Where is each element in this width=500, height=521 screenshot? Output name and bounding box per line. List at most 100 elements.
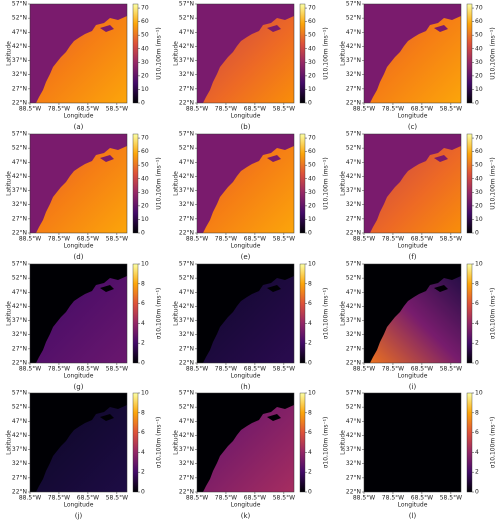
panel: 88.5°W 78.5°W 68.5°W 58.5°W 22°N 27°N 32°N 37°N… [6, 1, 163, 132]
y-tick-label: 22°N [179, 230, 194, 237]
colorbar-tick-label: 30 [475, 59, 483, 66]
y-tick-label: 52°N [12, 15, 27, 22]
y-axis-label: Latitude [340, 41, 347, 66]
colorbar [466, 263, 473, 364]
y-tick-label: 52°N [346, 145, 361, 152]
x-tick-label: 58.5°W [106, 236, 128, 243]
y-tick-label: 22°N [12, 100, 27, 107]
y-tick-label: 52°N [12, 145, 27, 152]
panel: 88.5°W 78.5°W 68.5°W 58.5°W 22°N 27°N 32°N 37°N… [173, 261, 330, 392]
y-tick-label: 42°N [179, 432, 194, 439]
y-tick-label: 27°N [179, 215, 194, 222]
y-tick-label: 52°N [12, 275, 27, 282]
x-tick-label: 78.5°W [382, 236, 404, 243]
colorbar-tick-label: 30 [141, 59, 149, 66]
y-axis-label: Latitude [6, 41, 13, 66]
panel: 88.5°W 78.5°W 68.5°W 58.5°W 22°N 27°N 32°N 37°N… [340, 131, 497, 262]
panel-label: (k) [241, 512, 251, 520]
colorbar-tick-label: 70 [308, 5, 316, 12]
colorbar-tick-label: 10 [475, 390, 483, 397]
x-tick-label: 88.5°W [353, 495, 375, 502]
colorbar-tick-label: 0 [141, 230, 145, 237]
island [100, 155, 114, 162]
y-tick-label: 52°N [179, 15, 194, 22]
map-frame [196, 263, 295, 364]
colorbar-tick-label: 0 [475, 230, 479, 237]
island [100, 414, 114, 421]
colorbar-tick-label: 0 [475, 360, 479, 367]
colorbar [299, 3, 306, 104]
island [267, 414, 281, 421]
y-tick-label: 32°N [12, 201, 27, 208]
y-tick-label: 52°N [346, 15, 361, 22]
x-tick-label: 68.5°W [411, 106, 433, 113]
y-axis-label: Latitude [6, 171, 13, 196]
y-axis-label: Latitude [340, 171, 347, 196]
colorbar-tick-label: 8 [141, 409, 145, 416]
y-tick-label: 42°N [346, 43, 361, 50]
y-tick-label: 22°N [346, 489, 361, 496]
colorbar-label: σ10,100m (ms⁻¹) [156, 417, 163, 469]
island [100, 285, 114, 292]
x-tick-label: 58.5°W [106, 495, 128, 502]
y-tick-label: 22°N [179, 360, 194, 367]
y-tick-label: 47°N [12, 29, 27, 36]
x-tick-label: 88.5°W [186, 106, 208, 113]
colorbar-label: σ10,100m (ms⁻¹) [323, 417, 330, 469]
y-tick-label: 47°N [12, 289, 27, 296]
colorbar-tick-label: 8 [141, 280, 145, 287]
y-tick-label: 47°N [179, 289, 194, 296]
y-tick-label: 22°N [179, 489, 194, 496]
island [434, 285, 448, 292]
y-tick-label: 37°N [346, 57, 361, 64]
colorbar-tick-label: 70 [141, 5, 149, 12]
x-tick-label: 58.5°W [440, 495, 462, 502]
y-tick-label: 22°N [346, 100, 361, 107]
x-tick-label: 78.5°W [215, 495, 237, 502]
y-axis-label: Latitude [6, 301, 13, 326]
y-tick-label: 57°N [12, 261, 27, 268]
land [364, 134, 461, 233]
x-tick-label: 88.5°W [353, 366, 375, 373]
colorbar-tick-label: 6 [475, 429, 479, 436]
colorbar-tick-label: 60 [475, 18, 483, 25]
y-tick-label: 27°N [346, 215, 361, 222]
colorbar-label: U10,100m (ms⁻¹) [156, 27, 163, 79]
colorbar-tick-label: 10 [141, 86, 149, 93]
y-tick-label: 27°N [179, 474, 194, 481]
y-tick-label: 47°N [346, 289, 361, 296]
colorbar-tick-label: 10 [475, 216, 483, 223]
panel: 88.5°W 78.5°W 68.5°W 58.5°W 22°N 27°N 32°N 37°N… [173, 1, 330, 132]
y-tick-label: 32°N [346, 331, 361, 338]
y-tick-label: 22°N [179, 100, 194, 107]
colorbar-tick-label: 50 [475, 162, 483, 169]
map-frame [363, 263, 462, 364]
y-tick-label: 47°N [12, 418, 27, 425]
x-axis-label: Longitude [64, 373, 94, 380]
y-tick-label: 37°N [12, 317, 27, 324]
panel: 88.5°W 78.5°W 68.5°W 58.5°W 22°N 27°N 32°N 37°N… [340, 261, 497, 392]
x-tick-label: 58.5°W [273, 236, 295, 243]
x-tick-label: 78.5°W [215, 236, 237, 243]
x-tick-label: 58.5°W [106, 366, 128, 373]
y-tick-label: 37°N [179, 57, 194, 64]
y-tick-label: 57°N [12, 131, 27, 138]
y-tick-label: 32°N [179, 71, 194, 78]
panel-label: (e) [241, 253, 251, 261]
x-tick-label: 88.5°W [19, 495, 41, 502]
land [364, 264, 461, 363]
colorbar-tick-label: 0 [475, 100, 479, 107]
y-tick-label: 47°N [179, 418, 194, 425]
y-tick-label: 47°N [346, 159, 361, 166]
y-tick-label: 32°N [179, 460, 194, 467]
y-tick-label: 42°N [179, 303, 194, 310]
x-tick-label: 68.5°W [77, 495, 99, 502]
colorbar-tick-label: 50 [308, 162, 316, 169]
colorbar-tick-label: 30 [141, 189, 149, 196]
colorbar-tick-label: 70 [141, 135, 149, 142]
panel: 88.5°W 78.5°W 68.5°W 58.5°W 22°N 27°N 32°N 37°N… [173, 131, 330, 262]
panel: 88.5°W 78.5°W 68.5°W 58.5°W 22°N 27°N 32°N 37°N… [340, 1, 497, 132]
y-tick-label: 42°N [12, 43, 27, 50]
y-tick-label: 27°N [346, 85, 361, 92]
